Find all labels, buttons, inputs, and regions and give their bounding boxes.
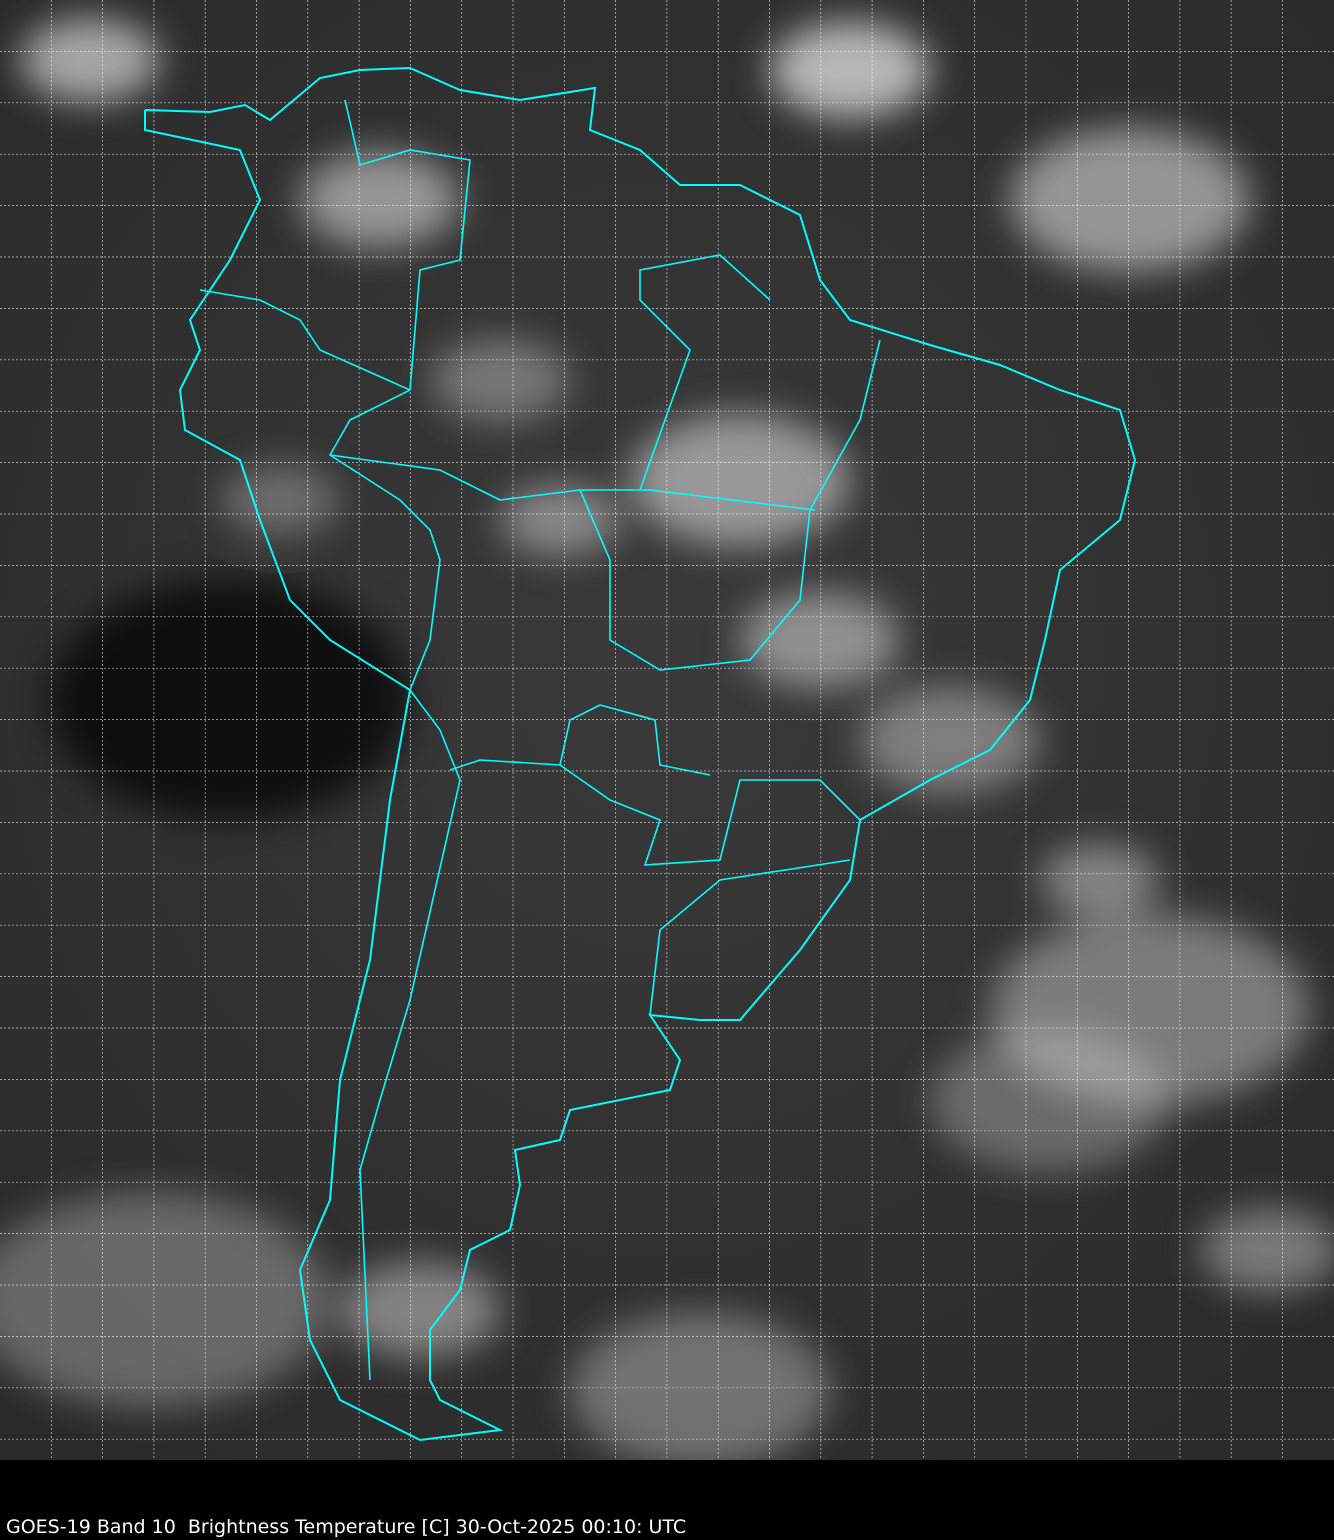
border-line (579, 339, 881, 671)
border-line (449, 759, 861, 866)
cloud (930, 1028, 1170, 1172)
cloud (1200, 1208, 1334, 1292)
cloud (20, 18, 160, 102)
image-caption: GOES-19 Band 10 Brightness Temperature [… (6, 1516, 687, 1538)
cloud (570, 1312, 830, 1460)
cloud (340, 1262, 500, 1358)
satellite-map (0, 0, 1334, 1460)
border-line (329, 454, 816, 511)
continent-boundary (144, 66, 1137, 1442)
cloud (300, 152, 460, 248)
cloud (740, 592, 900, 688)
border-line (639, 254, 771, 491)
cloud (770, 22, 930, 118)
cloud (860, 686, 1040, 794)
cloud (220, 464, 340, 536)
border-line (559, 704, 711, 776)
cloud (630, 414, 850, 546)
country-borders (199, 99, 881, 1381)
border-line (328, 99, 471, 691)
cloud (1040, 844, 1160, 916)
border-line (199, 289, 411, 391)
lat-lon-grid (0, 0, 1334, 1460)
cloud (430, 338, 570, 422)
cloud (0, 1192, 330, 1408)
border-line (649, 859, 851, 1016)
cloud (500, 484, 620, 556)
cloud (1010, 128, 1250, 272)
border-line (359, 689, 461, 1381)
cloud-cover (0, 18, 1334, 1460)
